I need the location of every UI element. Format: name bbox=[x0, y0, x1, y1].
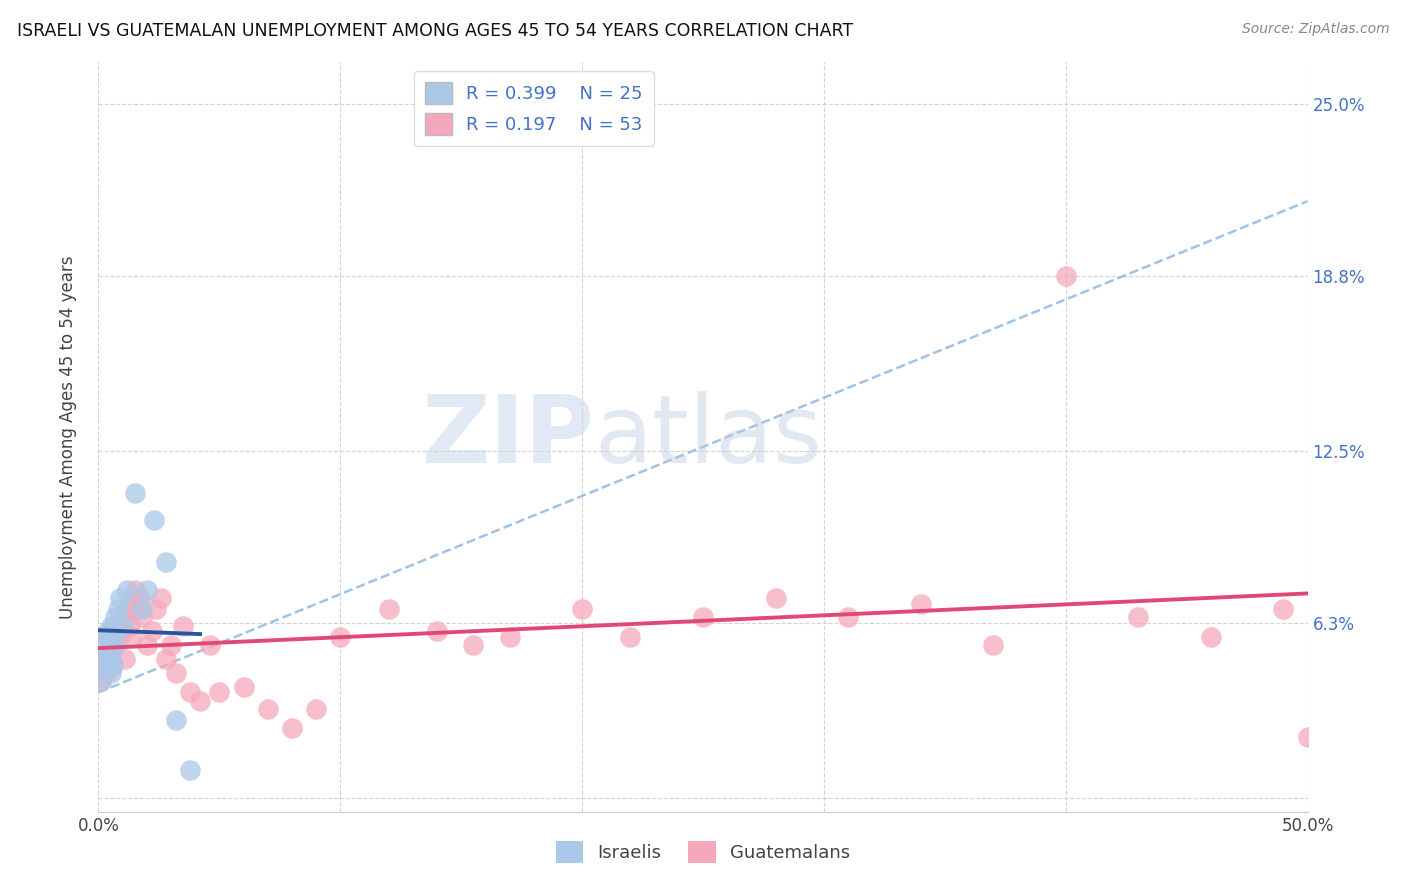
Point bbox=[104, 638, 127, 652]
Point bbox=[1054, 269, 1077, 284]
Point bbox=[118, 619, 141, 633]
Point bbox=[100, 647, 122, 661]
Point bbox=[1128, 610, 1150, 624]
Point bbox=[463, 638, 485, 652]
Point bbox=[97, 638, 120, 652]
Point bbox=[155, 555, 177, 569]
Point bbox=[121, 630, 143, 644]
Point bbox=[131, 610, 153, 624]
Point bbox=[765, 591, 787, 605]
Point bbox=[94, 647, 117, 661]
Point bbox=[1296, 730, 1319, 744]
Point bbox=[571, 602, 593, 616]
Point bbox=[377, 602, 399, 616]
Point bbox=[281, 722, 304, 736]
Point bbox=[104, 638, 127, 652]
Point bbox=[117, 602, 139, 616]
Point bbox=[981, 638, 1004, 652]
Point bbox=[305, 702, 328, 716]
Point bbox=[256, 702, 278, 716]
Point bbox=[91, 652, 114, 666]
Point bbox=[107, 602, 129, 616]
Point bbox=[131, 602, 153, 616]
Point bbox=[426, 624, 449, 639]
Point bbox=[124, 582, 146, 597]
Point bbox=[100, 624, 122, 639]
Point bbox=[155, 652, 177, 666]
Point bbox=[94, 630, 117, 644]
Text: ZIP: ZIP bbox=[422, 391, 595, 483]
Point bbox=[94, 665, 117, 680]
Point bbox=[165, 665, 187, 680]
Point bbox=[1199, 630, 1222, 644]
Point bbox=[179, 763, 201, 777]
Point bbox=[117, 582, 139, 597]
Point bbox=[232, 680, 254, 694]
Point bbox=[498, 630, 520, 644]
Point bbox=[329, 630, 352, 644]
Point bbox=[111, 610, 134, 624]
Point bbox=[111, 619, 134, 633]
Point bbox=[198, 638, 221, 652]
Point bbox=[111, 624, 134, 639]
Point bbox=[143, 513, 166, 527]
Point bbox=[188, 694, 211, 708]
Point bbox=[104, 610, 127, 624]
Point bbox=[90, 674, 112, 689]
Point bbox=[97, 652, 120, 666]
Point bbox=[160, 638, 183, 652]
Point bbox=[135, 638, 157, 652]
Point bbox=[101, 630, 124, 644]
Point bbox=[101, 657, 124, 672]
Point bbox=[97, 630, 120, 644]
Point bbox=[108, 591, 131, 605]
Point bbox=[910, 597, 932, 611]
Point bbox=[100, 665, 122, 680]
Point bbox=[90, 674, 112, 689]
Point bbox=[165, 713, 187, 727]
Point bbox=[91, 657, 114, 672]
Point bbox=[107, 619, 129, 633]
Point bbox=[837, 610, 859, 624]
Point bbox=[692, 610, 714, 624]
Point bbox=[150, 591, 173, 605]
Point bbox=[172, 619, 194, 633]
Point bbox=[108, 630, 131, 644]
Point bbox=[97, 624, 120, 639]
Point bbox=[101, 657, 124, 672]
Point bbox=[141, 624, 163, 639]
Point bbox=[124, 485, 146, 500]
Text: atlas: atlas bbox=[595, 391, 823, 483]
Point bbox=[619, 630, 641, 644]
Point bbox=[145, 602, 167, 616]
Point bbox=[128, 591, 150, 605]
Point bbox=[1272, 602, 1295, 616]
Text: ISRAELI VS GUATEMALAN UNEMPLOYMENT AMONG AGES 45 TO 54 YEARS CORRELATION CHART: ISRAELI VS GUATEMALAN UNEMPLOYMENT AMONG… bbox=[17, 22, 853, 40]
Text: Source: ZipAtlas.com: Source: ZipAtlas.com bbox=[1241, 22, 1389, 37]
Point bbox=[100, 619, 122, 633]
Point bbox=[114, 652, 136, 666]
Point bbox=[127, 602, 149, 616]
Y-axis label: Unemployment Among Ages 45 to 54 years: Unemployment Among Ages 45 to 54 years bbox=[59, 255, 77, 619]
Point bbox=[100, 652, 122, 666]
Point bbox=[135, 582, 157, 597]
Point bbox=[208, 685, 231, 699]
Point bbox=[179, 685, 201, 699]
Legend: Israelis, Guatemalans: Israelis, Guatemalans bbox=[548, 834, 858, 870]
